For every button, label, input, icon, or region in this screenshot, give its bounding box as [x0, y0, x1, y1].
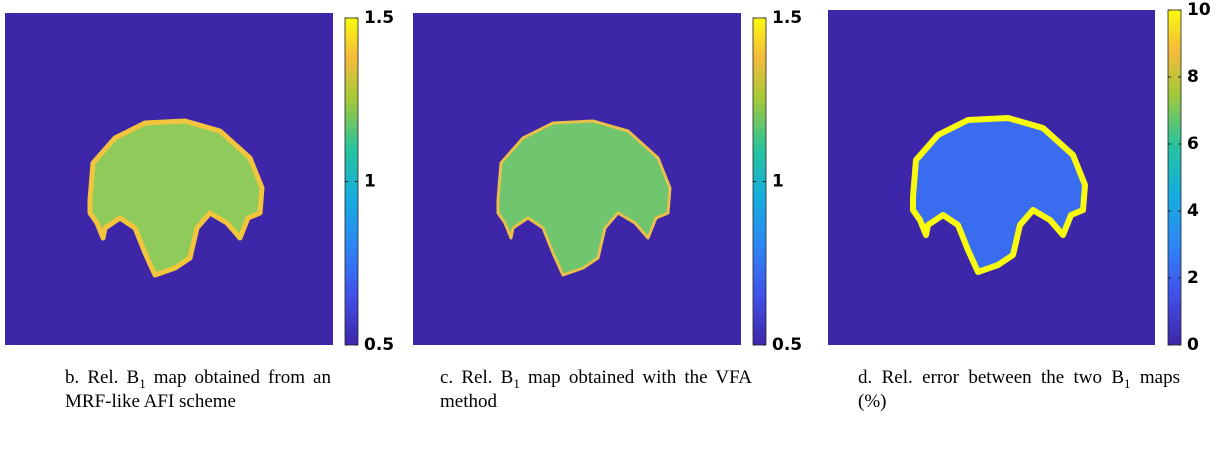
brain-map: [87, 118, 265, 278]
caption: d. Rel. error between the two B1 maps (%…: [858, 366, 1180, 414]
figure: 0.5 1 1.5 0.5 1 1.5 0 2 4 6 8 10: [5, 0, 1211, 355]
colorbar-tick-label: 2: [1187, 268, 1199, 288]
colorbar-tick-label: 0.5: [364, 335, 394, 355]
caption-text: b. Rel. B: [65, 367, 140, 388]
colorbar-tick-label: 0: [1187, 335, 1199, 355]
caption-text: map obtained from an MRF-like AFI scheme: [65, 367, 331, 412]
colorbar-tick-label: 0.5: [772, 335, 802, 355]
colorbar-tick-label: 4: [1187, 201, 1199, 221]
colorbar-tick-label: 1: [364, 172, 376, 192]
colorbar-tick-label: 8: [1187, 67, 1199, 87]
colorbar-tick-label: 6: [1187, 134, 1199, 154]
caption-text: d. Rel. error between the two B: [858, 367, 1125, 388]
colorbar-tick-label: 1.5: [772, 8, 802, 28]
caption-text: map obtained with the VFA method: [440, 367, 752, 412]
colorbar-tick-label: 1.5: [364, 8, 394, 28]
caption-text: maps (%): [858, 367, 1180, 412]
caption-subscript: 1: [513, 375, 520, 391]
caption: c. Rel. B1 map obtained with the VFA met…: [440, 366, 752, 414]
caption-subscript: 1: [139, 375, 146, 391]
colorbar-tick-label: 10: [1187, 0, 1211, 20]
caption-subscript: 1: [1124, 375, 1131, 391]
caption-text: c. Rel. B: [440, 367, 514, 388]
brain-map: [910, 115, 1088, 275]
brain-map: [496, 119, 672, 277]
colorbar: [1167, 9, 1182, 346]
colorbar-tick-label: 1: [772, 172, 784, 192]
caption: b. Rel. B1 map obtained from an MRF-like…: [65, 366, 331, 414]
